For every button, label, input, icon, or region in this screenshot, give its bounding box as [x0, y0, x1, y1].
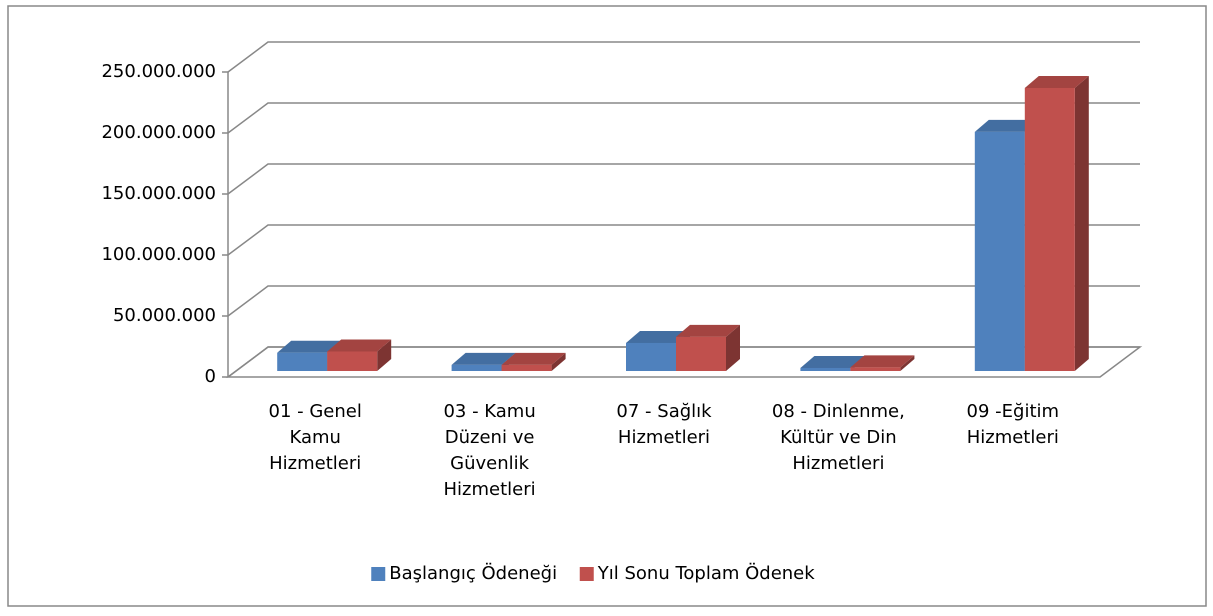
y-tick-label: 250.000.000: [101, 61, 216, 82]
x-tick-label-line: 08 - Dinlenme,: [772, 401, 905, 422]
bar-front: [676, 336, 726, 371]
y-tick-label: 150.000.000: [101, 183, 216, 204]
bar-top: [327, 339, 392, 352]
x-tick-label-line: 07 - Sağlık: [616, 401, 712, 422]
bar: [676, 324, 740, 371]
bar: [1024, 75, 1089, 372]
x-tick-label-line: Kamu: [289, 427, 340, 448]
bar-top: [850, 355, 915, 368]
bar-top: [501, 352, 566, 365]
x-tick-label-line: 01 - Genel: [269, 401, 362, 422]
x-tick-label: 07 - Sağlık Hizmetleri: [616, 401, 712, 448]
x-tick-label-line: 09 -Eğitim: [967, 401, 1060, 422]
x-tick-label-line: 03 - Kamu: [443, 401, 535, 422]
bar-top: [676, 324, 740, 337]
bar-side: [551, 352, 566, 371]
legend-swatch: [371, 567, 386, 581]
bar-top: [277, 340, 342, 353]
bar-front: [1024, 87, 1075, 372]
bar: [501, 352, 566, 371]
grid-line: [227, 346, 1140, 378]
y-tick-label: 0: [205, 366, 216, 387]
bar-front: [974, 131, 1025, 371]
x-tick-label: 08 - Dinlenme, Kültür ve Din Hizmetleri: [772, 401, 905, 474]
bar: [850, 355, 915, 371]
x-tick-label: 03 - Kamu Düzeni ve Güvenlik Hizmetleri: [443, 401, 535, 500]
bar-top: [1024, 75, 1089, 88]
grid-line: [227, 102, 1140, 134]
x-tick-label-line: Kültür ve Din: [780, 427, 897, 448]
grid-line: [227, 41, 1140, 73]
bar-side: [900, 355, 915, 371]
bar-top: [451, 352, 516, 365]
x-tick-label: 01 - Genel Kamu Hizmetleri: [269, 401, 362, 474]
bar-top: [974, 119, 1039, 132]
grid-line: [227, 163, 1140, 195]
x-tick-label-line: Düzeni ve: [445, 427, 535, 448]
bar-front: [501, 364, 552, 371]
y-tick-label: 200.000.000: [101, 122, 216, 143]
y-tick-label: 100.000.000: [101, 244, 216, 265]
bar-front: [850, 367, 901, 371]
x-tick-label: 09 -Eğitim Hizmetleri: [967, 401, 1060, 448]
grid-line: [227, 285, 1140, 317]
grid-line: [227, 224, 1140, 256]
legend-label: Yıl Sonu Toplam Ödenek: [597, 562, 816, 584]
x-tick-label-line: Hizmetleri: [444, 479, 536, 500]
bar-side: [726, 324, 740, 371]
bar-front: [451, 364, 502, 371]
x-tick-label-line: Güvenlik: [450, 453, 529, 474]
bar-top: [800, 355, 865, 368]
legend-swatch: [579, 567, 594, 581]
bar-front: [277, 352, 328, 371]
bar-side: [1074, 75, 1089, 372]
x-tick-label-line: Hizmetleri: [967, 427, 1059, 448]
bar-side: [377, 339, 392, 371]
x-tick-label-line: Hizmetleri: [792, 453, 884, 474]
y-tick-label: 50.000.000: [113, 305, 216, 326]
bar-front: [800, 367, 851, 371]
bar-front: [327, 351, 378, 371]
bar: [327, 339, 392, 371]
bar-front: [626, 342, 676, 371]
x-tick-label-line: Hizmetleri: [269, 453, 361, 474]
x-tick-label-line: Hizmetleri: [618, 427, 710, 448]
bar-top: [626, 330, 690, 343]
legend-label: Başlangıç Ödeneği: [389, 562, 557, 584]
